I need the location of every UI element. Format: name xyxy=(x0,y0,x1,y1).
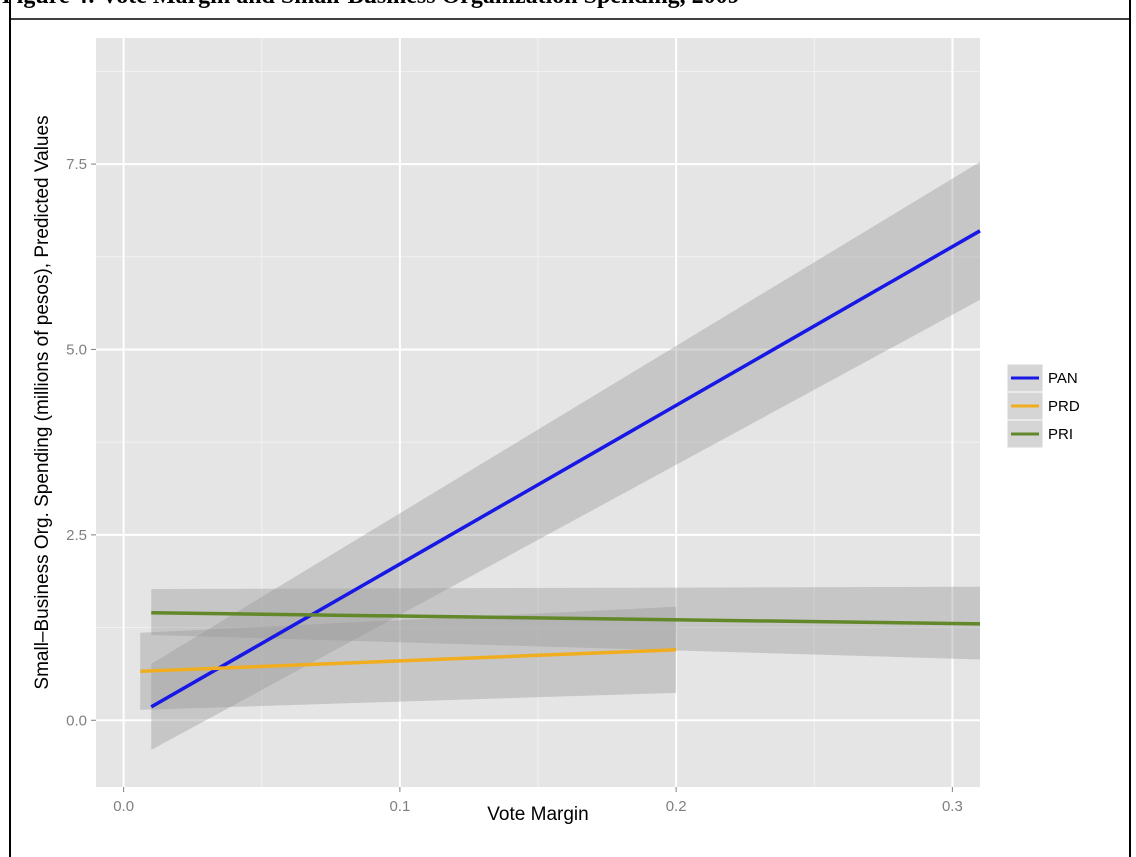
x-tick-label: 0.0 xyxy=(113,798,134,815)
series-lines xyxy=(140,229,981,709)
y-tick-label: 7.5 xyxy=(66,156,87,173)
line-pri xyxy=(151,610,981,626)
x-axis-title: Vote Margin xyxy=(487,804,588,825)
legend-label-prd: PRD xyxy=(1048,398,1080,415)
confidence-ribbons xyxy=(140,161,980,750)
legend-label-pan: PAN xyxy=(1048,370,1078,387)
ribbon-prd xyxy=(140,606,677,710)
legend-label-pri: PRI xyxy=(1048,426,1073,443)
y-axis-ticks: 0.0 2.5 5.0 7.5 xyxy=(66,156,96,729)
legend: PAN PRD PRI xyxy=(1006,363,1080,449)
grid-minor xyxy=(96,38,980,787)
x-tick-label: 0.2 xyxy=(666,798,687,815)
y-tick-label: 0.0 xyxy=(66,712,87,729)
ribbon-pan xyxy=(151,161,980,750)
x-tick-label: 0.3 xyxy=(942,798,963,815)
ribbon-pri xyxy=(151,586,980,660)
y-tick-label: 5.0 xyxy=(66,341,87,358)
line-prd xyxy=(140,648,677,674)
x-tick-label: 0.1 xyxy=(389,798,410,815)
x-axis-ticks: 0.0 0.1 0.2 0.3 xyxy=(113,787,963,815)
figure-caption: Figure 4: Vote Margin and Small-Business… xyxy=(2,0,740,10)
y-axis-title: Small–Business Org. Spending (millions o… xyxy=(32,115,53,689)
y-tick-label: 2.5 xyxy=(66,527,87,544)
grid-major xyxy=(96,38,980,787)
line-pan xyxy=(150,229,981,709)
